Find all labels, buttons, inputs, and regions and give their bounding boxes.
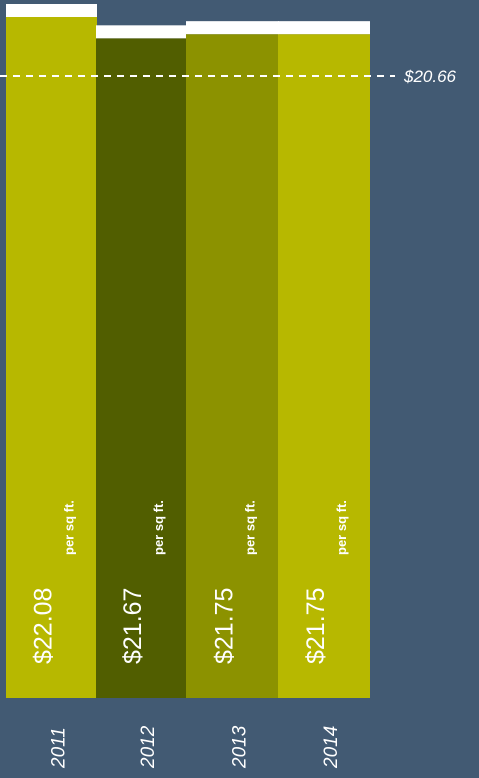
bar-2012 <box>96 38 186 698</box>
bar-value-label: $21.67 <box>119 588 147 664</box>
bars-group: $22.08 per sq ft. 2011 $21.67 per sq ft. 2012… <box>6 4 370 769</box>
year-tick-label: 2013 <box>230 725 251 769</box>
bar-cap-2012 <box>96 25 186 39</box>
year-tick-label: 2011 <box>49 727 70 769</box>
bar-cap-2013 <box>186 21 279 35</box>
bar-cap-2011 <box>6 4 97 17</box>
reference-line-label: $20.66 <box>403 67 457 86</box>
bar-2014 <box>278 34 370 699</box>
year-tick-label: 2014 <box>321 726 342 769</box>
bar-value-label: $22.08 <box>30 588 58 664</box>
bar-value-label: $21.75 <box>211 588 239 664</box>
bar-unit-label: per sq ft. <box>334 500 349 555</box>
bar-unit-label: per sq ft. <box>151 500 166 555</box>
bar-2011 <box>6 17 97 698</box>
bar-value-label: $21.75 <box>302 588 330 664</box>
bar-unit-label: per sq ft. <box>62 500 77 555</box>
bar-cap-2014 <box>278 21 370 35</box>
bar-2013 <box>186 34 279 699</box>
year-tick-label: 2012 <box>138 725 159 769</box>
reference-line-group: $20.66 <box>0 67 457 86</box>
bar-unit-label: per sq ft. <box>243 500 258 555</box>
